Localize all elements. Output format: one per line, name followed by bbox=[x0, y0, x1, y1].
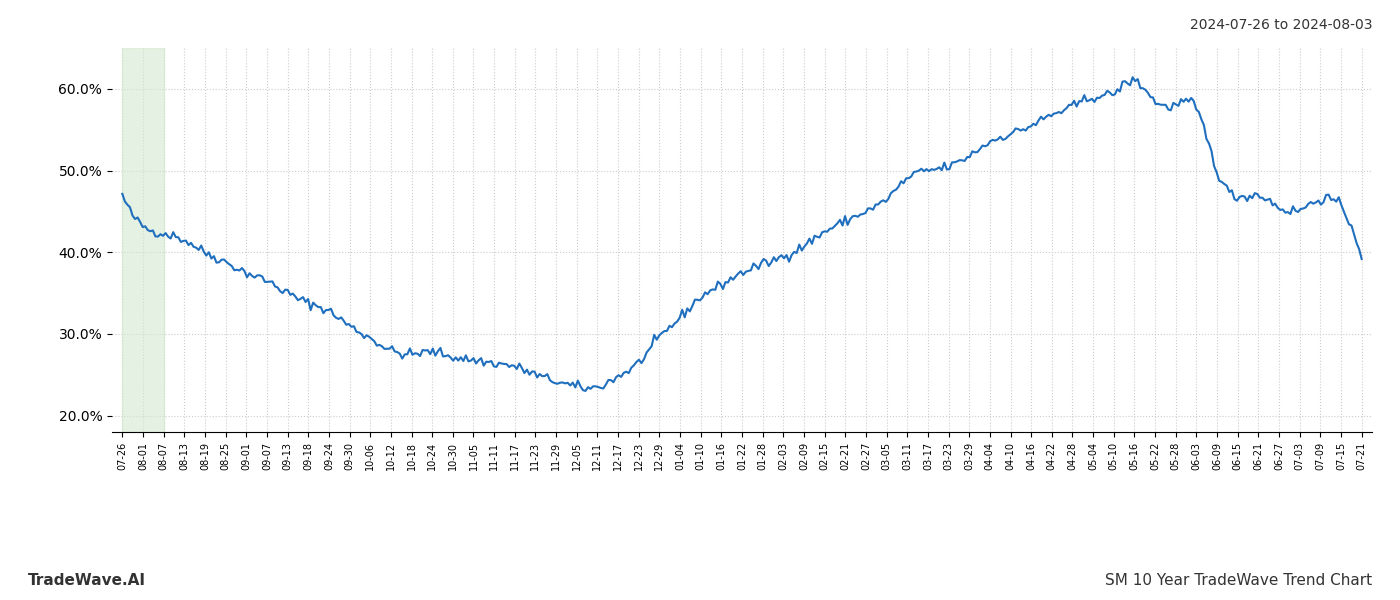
Text: TradeWave.AI: TradeWave.AI bbox=[28, 573, 146, 588]
Bar bbox=[122, 48, 164, 432]
Text: SM 10 Year TradeWave Trend Chart: SM 10 Year TradeWave Trend Chart bbox=[1105, 573, 1372, 588]
Text: 2024-07-26 to 2024-08-03: 2024-07-26 to 2024-08-03 bbox=[1190, 18, 1372, 32]
